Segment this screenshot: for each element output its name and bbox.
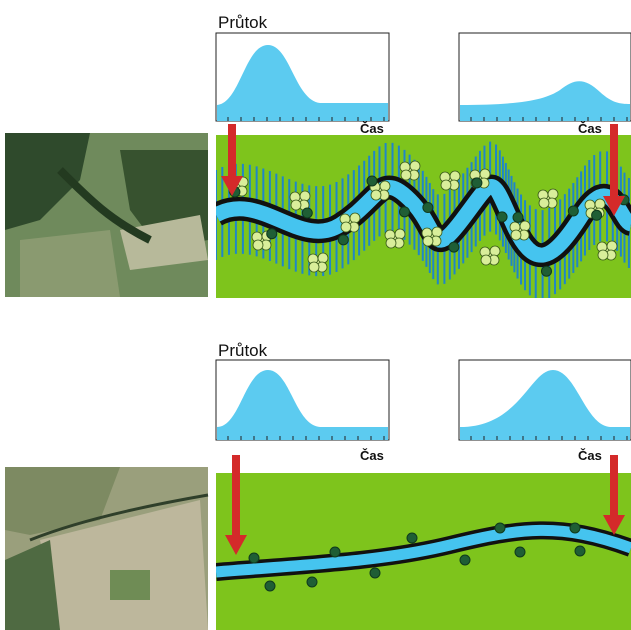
bush [423,236,433,246]
aerial-photo [5,467,208,630]
bush [539,198,549,208]
bush [341,222,351,232]
bush [395,229,405,239]
bush [450,171,460,181]
axis-label: Čas [360,448,384,463]
bush [490,246,500,256]
tree [338,235,348,245]
tree [423,203,433,213]
bush [309,262,319,272]
bush [598,250,608,260]
bush [432,227,442,237]
panel-title: Průtok [218,341,268,360]
bush [595,199,605,209]
bush [481,255,491,265]
axis-label: Čas [578,121,602,136]
tree [513,212,523,222]
tree [541,266,551,276]
bush [318,253,328,263]
bush [253,240,263,250]
tree [568,206,578,216]
bush [350,213,360,223]
tree [302,208,312,218]
bush [607,241,617,251]
bush [480,169,490,179]
tree [472,178,482,188]
panel-title: Průtok [218,13,268,32]
bush [371,190,381,200]
bush [410,161,420,171]
tree [399,207,409,217]
bush [401,170,411,180]
tree [367,176,377,186]
tree [267,229,277,239]
bush [548,189,558,199]
bush [441,180,451,190]
bush [511,230,521,240]
axis-label: Čas [578,448,602,463]
axis-label: Čas [360,121,384,136]
bush [300,191,310,201]
bush [380,181,390,191]
tree [449,242,459,252]
tree [497,212,507,222]
bush [386,238,396,248]
bush [291,200,301,210]
tree [592,210,602,220]
diagram: Průtok Čas Čas Průtok Čas Čas [0,0,631,630]
bush [520,221,530,231]
aerial-photo [5,133,208,297]
